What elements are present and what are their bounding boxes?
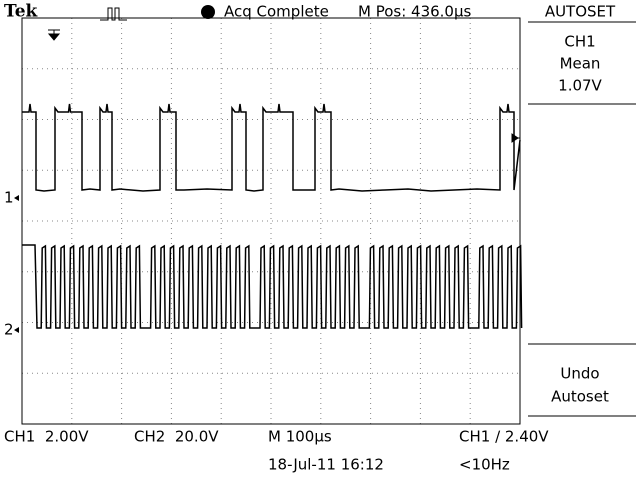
frequency: <10Hz: [459, 456, 510, 474]
ch2-arrow: [14, 327, 19, 333]
ch1-arrow: [14, 195, 19, 201]
acq-status: Acq Complete: [224, 3, 329, 21]
ch2-waveform: [22, 244, 523, 329]
ch1-marker: 1: [4, 189, 14, 207]
measure-type: Mean: [560, 55, 601, 73]
trigger-pos: [47, 29, 61, 41]
measure-value: 1.07V: [558, 77, 602, 95]
undo-button[interactable]: Autoset: [551, 388, 609, 406]
measure-channel: CH1: [564, 33, 595, 51]
autoset-title: AUTOSET: [545, 3, 616, 21]
graticule-border: [21, 17, 521, 425]
trigger-setting: CH1 ∕ 2.40V: [459, 428, 549, 446]
trigger-icon: [100, 7, 127, 21]
ch1-waveform: [22, 103, 521, 192]
datetime: 18-Jul-11 16:12: [268, 456, 384, 474]
position: M Pos: 436.0µs: [358, 3, 472, 21]
ch2-scale: CH2 20.0V: [134, 428, 219, 446]
acq-dot: [201, 5, 215, 19]
ch1-scale: CH1 2.00V: [4, 428, 89, 446]
graticule: [22, 18, 520, 424]
timebase: M 100µs: [268, 428, 332, 446]
brand: Tek: [4, 2, 39, 22]
ch2-marker: 2: [4, 321, 14, 339]
undo-button[interactable]: Undo: [560, 365, 599, 383]
